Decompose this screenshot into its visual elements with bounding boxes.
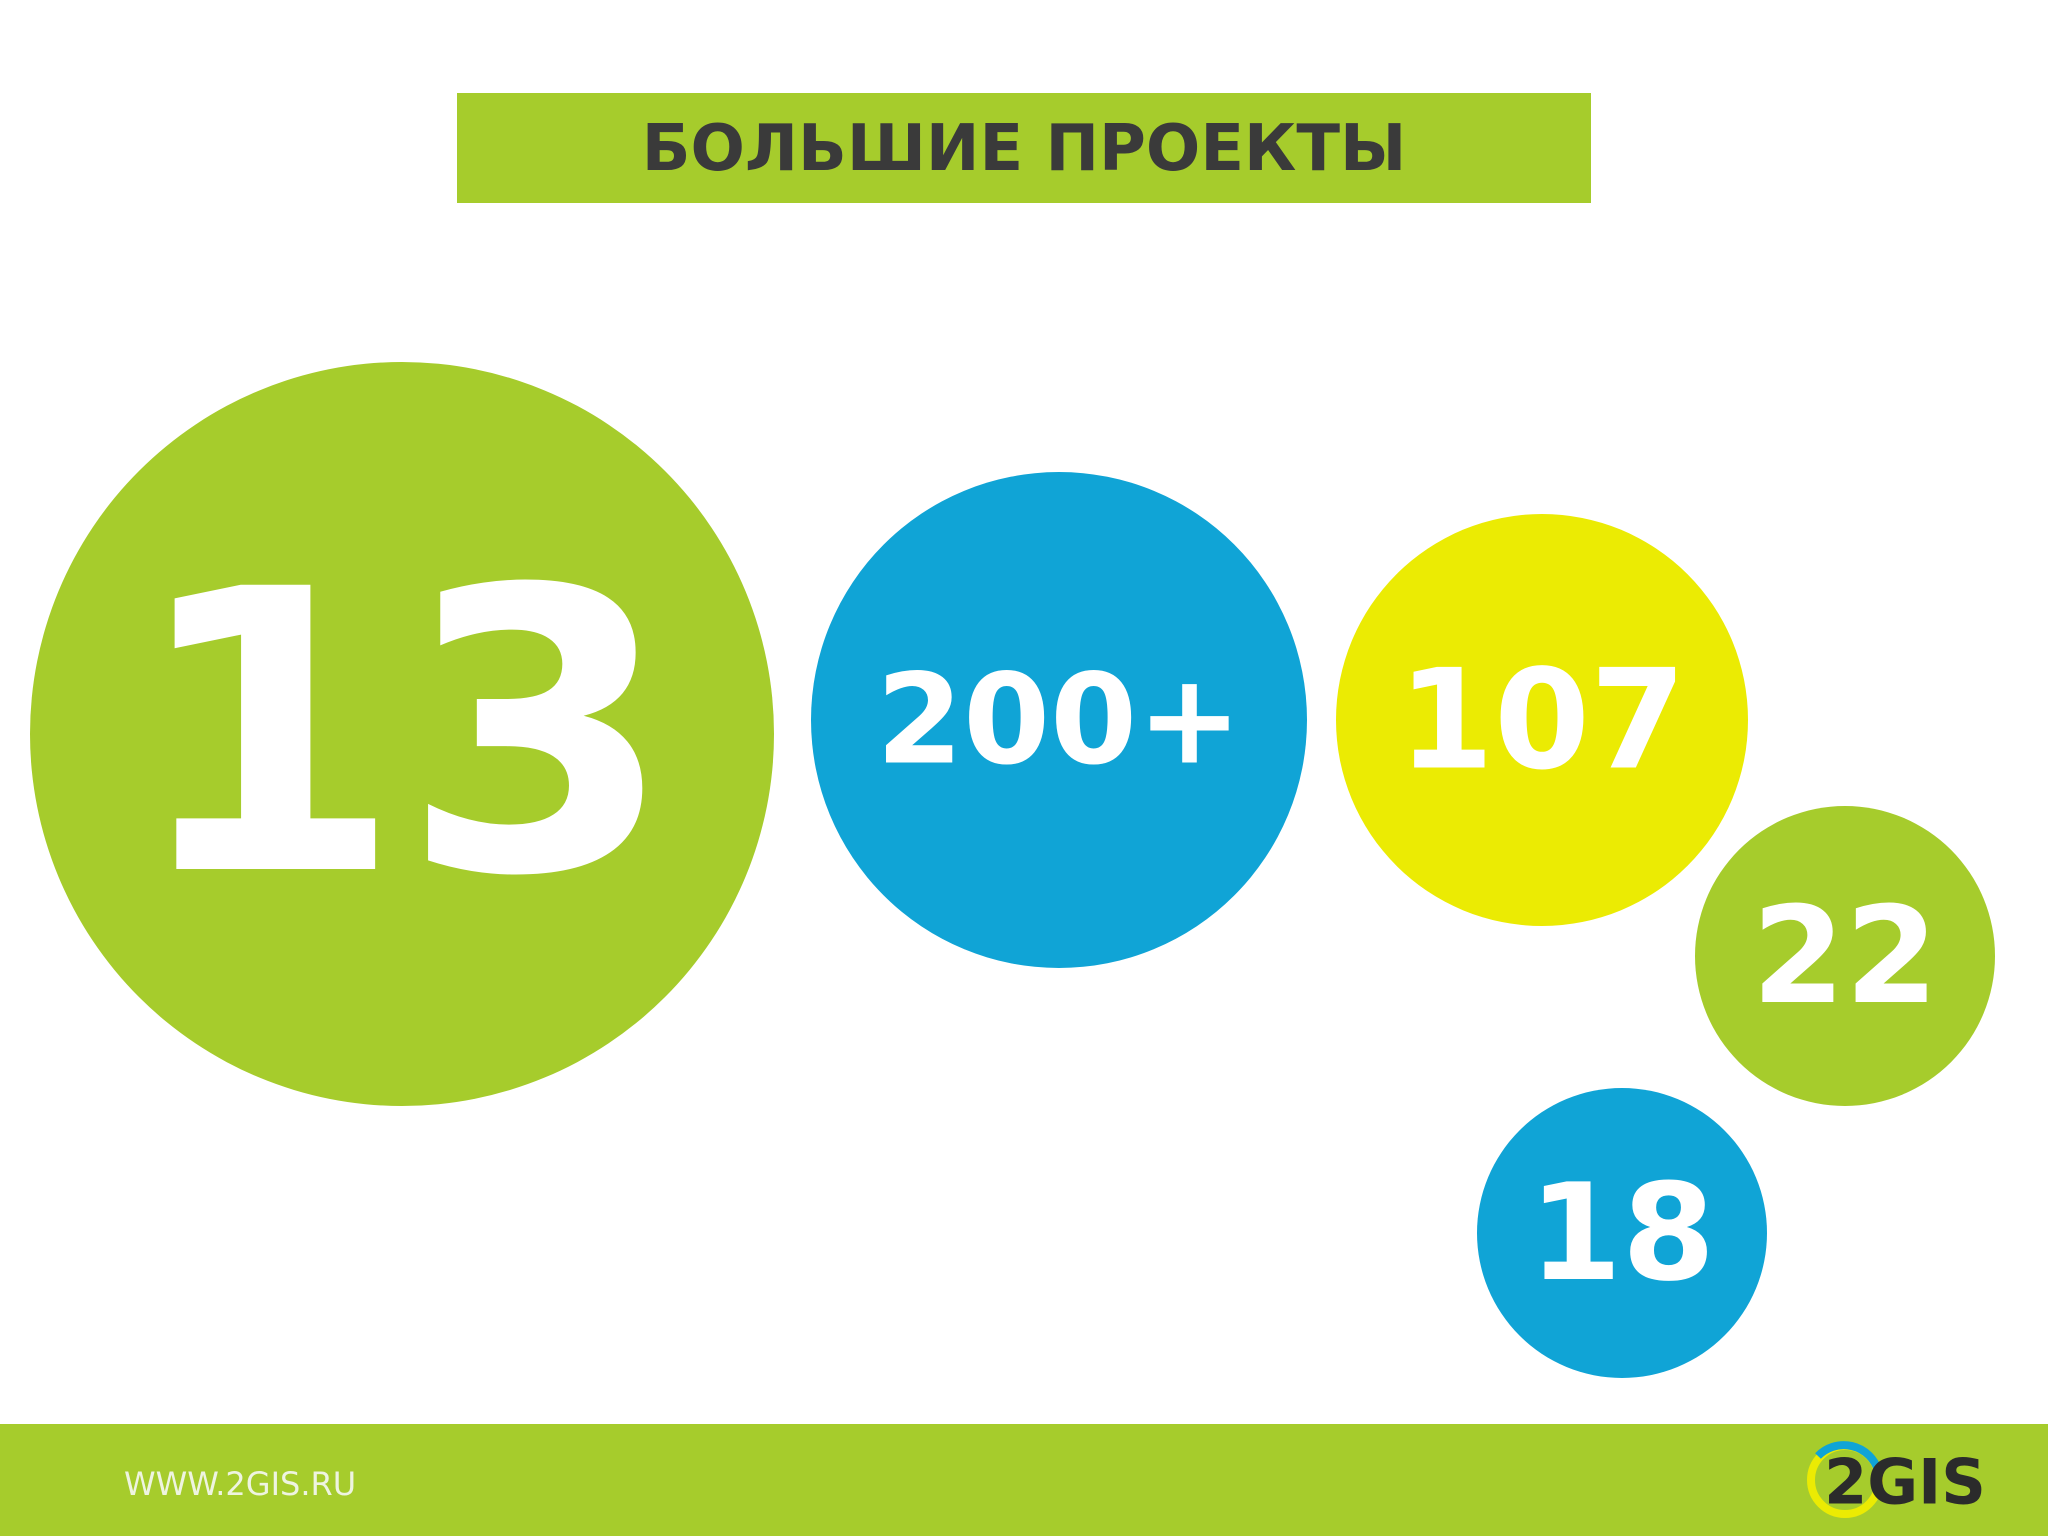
bubble [1336,514,1748,926]
bubble-label: 18 [1529,1155,1715,1311]
title: БОЛЬШИЕ ПРОЕКТЫ [642,112,1407,186]
logo: 2GIS [1824,1446,1986,1519]
bubble [1477,1088,1767,1378]
footer-bar [0,1424,2048,1536]
logo-arc [1815,1441,1882,1472]
title-bar [457,93,1591,203]
bubble-label: 22 [1752,878,1938,1034]
bubble [30,362,774,1106]
bubble-label: 200+ [876,648,1242,793]
bubble [1695,806,1995,1106]
footer-url: WWW.2GIS.RU [124,1465,356,1503]
bubble [811,472,1307,968]
bubble-label: 107 [1398,640,1686,801]
bubble-label: 13 [131,507,674,961]
